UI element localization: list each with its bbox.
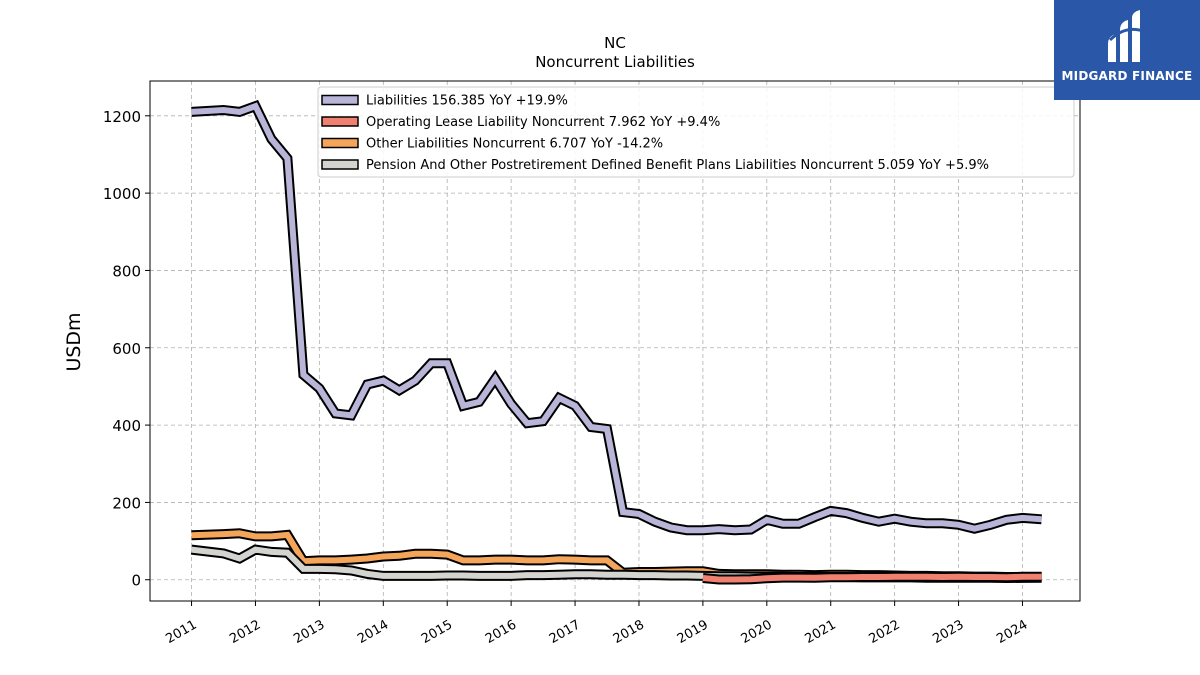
logo-text: MIDGARD FINANCE bbox=[1061, 69, 1193, 83]
legend-swatch bbox=[321, 159, 359, 170]
x-tick-label: 2024 bbox=[994, 617, 1030, 647]
y-tick-label: 400 bbox=[112, 417, 141, 435]
legend-label: Liabilities 156.385 YoY +19.9% bbox=[366, 94, 568, 109]
x-tick-label: 2014 bbox=[355, 617, 391, 647]
chart-subtitle: Noncurrent Liabilities bbox=[535, 53, 695, 71]
x-tick-label: 2016 bbox=[483, 617, 519, 647]
x-tick-label: 2023 bbox=[930, 617, 966, 647]
legend-label: Pension And Other Postretirement Defined… bbox=[366, 158, 989, 173]
x-tick-label: 2017 bbox=[547, 617, 583, 647]
y-tick-label: 800 bbox=[112, 262, 141, 280]
legend-swatch bbox=[321, 116, 359, 127]
legend-label: Other Liabilities Noncurrent 6.707 YoY -… bbox=[366, 137, 663, 152]
brand-logo: MIDGARD FINANCE bbox=[1054, 0, 1200, 100]
legend-box bbox=[317, 86, 1075, 178]
x-tick-label: 2020 bbox=[739, 617, 775, 647]
x-tick-label: 2021 bbox=[803, 617, 839, 647]
x-tick-label: 2013 bbox=[291, 617, 327, 647]
x-tick-label: 2018 bbox=[611, 617, 647, 647]
y-tick-label: 1000 bbox=[103, 185, 141, 203]
x-tick-label: 2012 bbox=[227, 617, 263, 647]
y-axis-label: USDm bbox=[63, 312, 85, 371]
x-tick-label: 2019 bbox=[675, 617, 711, 647]
y-tick-label: 1200 bbox=[103, 108, 141, 126]
legend-swatch bbox=[321, 94, 359, 106]
x-tick-label: 2011 bbox=[163, 617, 199, 647]
series-2 bbox=[702, 571, 1042, 585]
x-tick-label: 2022 bbox=[866, 617, 902, 647]
plot-frame bbox=[149, 80, 1081, 602]
axes: 0 200 400 600 800 1000 1200 2011 2012 2013 2014 201… bbox=[103, 108, 1031, 647]
series-1 bbox=[191, 99, 1042, 536]
legend-label: Operating Lease Liability Noncurrent 7.9… bbox=[366, 115, 720, 130]
x-tick-label: 2015 bbox=[419, 617, 455, 647]
y-tick-label: 0 bbox=[131, 572, 141, 590]
y-tick-label: 200 bbox=[112, 494, 141, 512]
series-line bbox=[702, 573, 1042, 583]
series-line bbox=[191, 102, 1042, 534]
legend: Liabilities 156.385 YoY +19.9% Operating … bbox=[317, 86, 1075, 178]
series-layer bbox=[190, 99, 1042, 585]
y-tick-label: 600 bbox=[112, 340, 141, 358]
midgard-logo-icon bbox=[1108, 10, 1147, 62]
chart-title: NC bbox=[604, 34, 626, 52]
legend-swatch bbox=[321, 137, 359, 149]
